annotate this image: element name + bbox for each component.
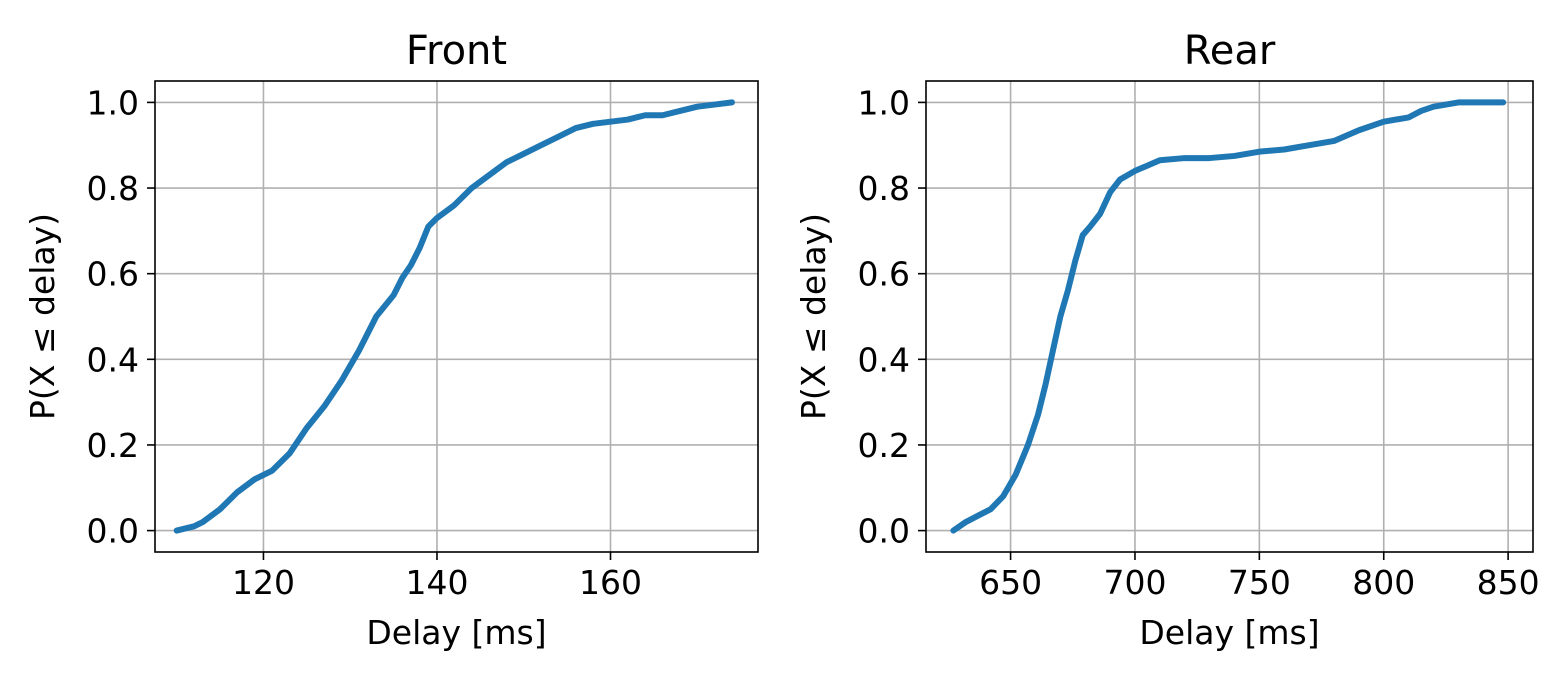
- rear-y-tick-label: 0.8: [858, 169, 910, 208]
- rear-x-tick-label: 800: [1352, 563, 1415, 602]
- front-y-tick-label: 0.6: [87, 255, 139, 294]
- front-x-tick-label: 140: [405, 563, 468, 602]
- rear-x-tick-label: 850: [1477, 563, 1540, 602]
- front-x-tick-label: 160: [579, 563, 642, 602]
- rear-chart-panel: 650 700 750 800 850 0.0 0.2 0.4 0.6 0.8 1.0 Rear Del…: [794, 28, 1540, 652]
- front-x-axis-label: Delay [ms]: [366, 613, 546, 652]
- rear-x-axis-label: Delay [ms]: [1139, 613, 1319, 652]
- rear-y-tick-label: 1.0: [858, 83, 910, 122]
- front-y-tick-label: 0.0: [87, 512, 139, 551]
- front-y-tick-label: 0.4: [87, 340, 139, 379]
- front-y-tick-label: 0.2: [87, 426, 139, 465]
- rear-y-tick-label: 0.2: [858, 426, 910, 465]
- front-x-tick-label: 120: [232, 563, 295, 602]
- front-chart-panel: 120 140 160 0.0 0.2 0.4 0.6 0.8 1.0 Front Delay [m…: [23, 28, 759, 652]
- rear-y-tick-label: 0.6: [858, 255, 910, 294]
- front-axes-frame: [154, 80, 759, 553]
- rear-y-axis-label: P(X ≤ delay): [794, 213, 833, 420]
- rear-y-tick-label: 0.4: [858, 340, 910, 379]
- rear-x-tick-label: 650: [979, 563, 1042, 602]
- rear-cdf-line: [950, 99, 1507, 534]
- rear-x-tick-label: 750: [1228, 563, 1291, 602]
- front-chart-title: Front: [406, 28, 507, 74]
- rear-x-tick-label: 700: [1103, 563, 1166, 602]
- front-y-tick-label: 0.8: [87, 169, 139, 208]
- front-y-axis-label: P(X ≤ delay): [23, 213, 62, 420]
- front-y-tick-label: 1.0: [87, 83, 139, 122]
- rear-axes-frame: [925, 80, 1534, 553]
- front-cdf-line: [173, 99, 735, 534]
- rear-y-tick-label: 0.0: [858, 512, 910, 551]
- rear-chart-title: Rear: [1184, 28, 1276, 74]
